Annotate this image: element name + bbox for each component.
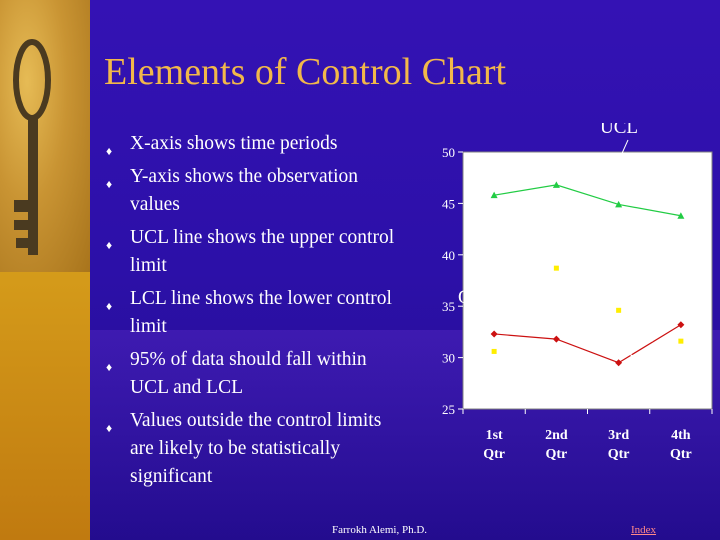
x-tick-label: Qtr	[483, 447, 505, 462]
index-link[interactable]: Index	[631, 524, 657, 536]
y-tick-label: 45	[442, 196, 455, 211]
bullet-item: ♦ 95% of data should fall within UCL and …	[106, 346, 396, 402]
bullet-text: 95% of data should fall within UCL and L…	[130, 349, 367, 398]
decorative-side-strip	[0, 0, 90, 540]
plot-area	[462, 151, 713, 410]
observation-point	[553, 265, 559, 271]
bullet-diamond-icon: ♦	[106, 177, 113, 191]
control-chart-svg: 25 30 35 40 45 50 1st Qtr 2nd Qtr 3rd Qtr 4th Qtr UCL O…	[442, 123, 713, 462]
bullet-item: ♦ Y-axis shows the observation values	[106, 163, 396, 219]
ucl-point	[552, 181, 560, 188]
x-tick-label: Qtr	[545, 447, 567, 462]
callout-arrow	[630, 354, 655, 380]
callout-arrow	[529, 307, 614, 317]
x-tick-label: 2nd	[545, 428, 568, 443]
observation-point	[491, 348, 497, 354]
lcl-line	[494, 324, 682, 364]
ucl-point	[677, 212, 685, 219]
bullet-item: ♦ Values outside the control limits are l…	[106, 407, 396, 491]
control-chart: 25 30 35 40 45 50 1st Qtr 2nd Qtr 3rd Qtr 4th Qtr UCL O…	[420, 123, 720, 523]
y-tick-label: 35	[442, 299, 455, 314]
y-tick-label: 30	[442, 351, 455, 366]
bullet-list: ♦ X-axis shows time periods ♦ Y-axis shows…	[106, 130, 396, 496]
bullet-diamond-icon: ♦	[106, 238, 113, 252]
observations-annotation: Observations	[458, 287, 558, 308]
lcl-point	[615, 359, 623, 367]
bullet-diamond-icon: ♦	[106, 360, 113, 374]
callout-arrow	[502, 269, 536, 284]
x-tick-label: 3rd	[608, 428, 629, 443]
bullet-text: LCL line shows the lower control limit	[130, 288, 392, 337]
x-tick-label: 1st	[486, 428, 503, 443]
bullet-diamond-icon: ♦	[106, 144, 113, 158]
bullet-text: Y-axis shows the observation values	[130, 166, 359, 215]
lcl-point	[490, 330, 498, 338]
bullet-item: ♦ X-axis shows time periods	[106, 130, 396, 158]
bullet-text: Values outside the control limits are li…	[130, 410, 382, 487]
ucl-point	[490, 191, 498, 199]
ucl-annotation: UCL	[600, 123, 638, 138]
x-tick-label: Qtr	[670, 447, 692, 462]
lcl-annotation: LCL	[642, 381, 678, 402]
observation-point	[616, 307, 622, 313]
bullet-item: ♦ LCL line shows the lower control limit	[106, 285, 396, 341]
callout-arrow	[469, 303, 490, 342]
footer-author: Farrokh Alemi, Ph.D.	[332, 524, 428, 536]
key-photo	[0, 0, 90, 272]
bullet-text: UCL line shows the upper control limit	[130, 227, 395, 276]
ucl-point	[615, 200, 623, 208]
bullet-item: ♦ UCL line shows the upper control limit	[106, 224, 396, 280]
x-tick-label: 4th	[671, 428, 691, 443]
lcl-point	[552, 335, 560, 343]
y-tick-label: 40	[442, 248, 455, 263]
x-tick-label: Qtr	[608, 447, 630, 462]
observation-point	[678, 338, 684, 344]
antique-key-icon	[13, 39, 51, 255]
y-tick-label: 50	[442, 145, 455, 160]
lcl-point	[677, 321, 685, 329]
y-tick-label: 25	[442, 402, 455, 417]
bullet-diamond-icon: ♦	[106, 299, 113, 313]
bullet-text: X-axis shows time periods	[130, 133, 338, 154]
callout-arrow	[605, 139, 629, 190]
callout-arrow	[521, 312, 653, 344]
bullet-diamond-icon: ♦	[106, 421, 113, 435]
slide-title: Elements of Control Chart	[104, 51, 507, 93]
ucl-line	[494, 184, 681, 217]
